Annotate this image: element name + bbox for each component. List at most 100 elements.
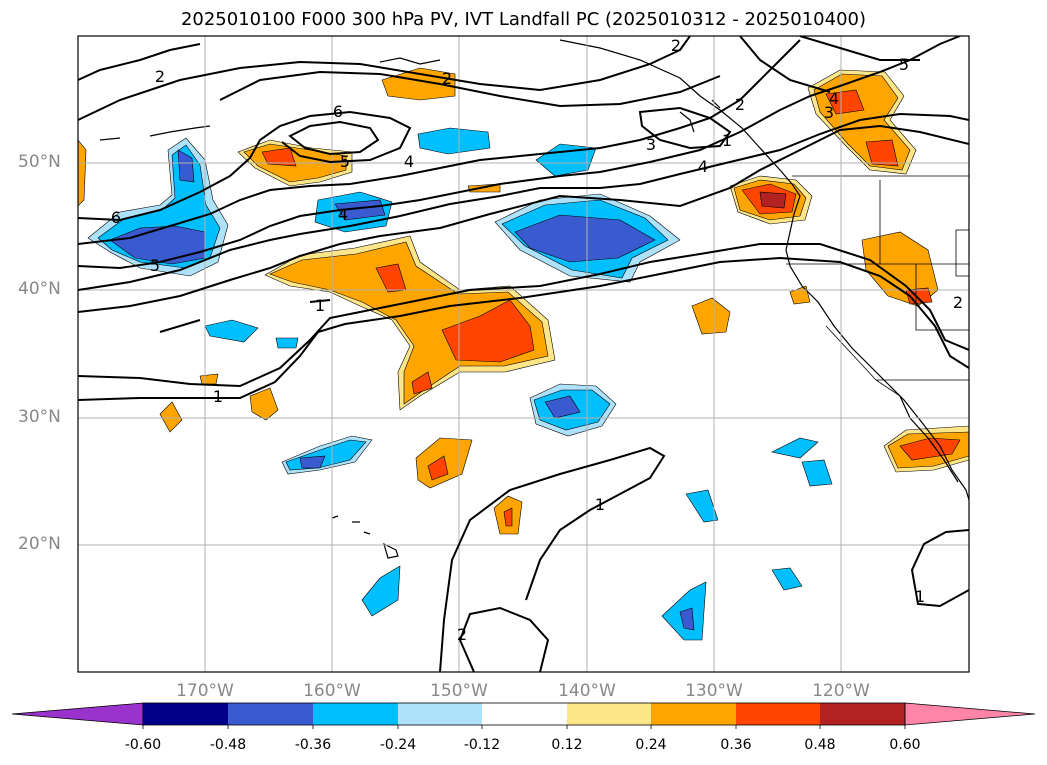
colorbar [11, 702, 1036, 729]
colorbar-bin [567, 703, 651, 725]
positive-anomaly-region [269, 241, 549, 405]
colorbar-tick-label: 0.48 [804, 737, 836, 753]
contour-label: 3 [646, 135, 656, 154]
contour-label: 4 [338, 205, 348, 224]
contour-label: 2 [155, 67, 165, 86]
positive-anomaly-region [759, 191, 787, 209]
contour-label: 4 [404, 152, 414, 171]
negative-anomaly-region [801, 459, 833, 487]
lon-label-170w: 170°W [176, 681, 234, 701]
pv-contour [910, 529, 969, 608]
lon-label-150w: 150°W [430, 681, 488, 701]
negative-anomaly-region [299, 455, 326, 469]
contour-label: 4 [829, 89, 839, 108]
pv-contour [78, 256, 969, 401]
lon-label-120w: 120°W [812, 681, 870, 701]
colorbar-frame [142, 702, 906, 726]
positive-anomaly-region [159, 401, 183, 433]
contour-label: 1 [315, 296, 325, 315]
positive-anomaly-region [789, 285, 811, 305]
colorbar-tick-label: -0.24 [379, 737, 417, 753]
positive-anomaly-region [825, 89, 865, 115]
pv-contour [78, 36, 961, 270]
negative-anomaly-region [679, 607, 695, 631]
positive-anomaly-region [427, 455, 449, 481]
pv-contour [78, 43, 201, 81]
negative-anomaly-region [177, 149, 195, 183]
contour-label: 2 [442, 69, 452, 88]
coastline-hawaii [331, 515, 399, 559]
coastlines [99, 39, 969, 559]
positive-anomaly-region [503, 507, 513, 527]
lat-label-50n: 50°N [18, 152, 61, 172]
contour-label: 3 [824, 103, 834, 122]
colorbar-tick-label: 0.36 [720, 737, 752, 753]
colorbar-extend-low [11, 702, 144, 726]
contour-label: 6 [333, 102, 343, 121]
positive-anomaly-region [199, 373, 219, 385]
negative-anomaly-region [514, 214, 656, 263]
contour-label: 2 [457, 625, 467, 644]
contour-label: 1 [595, 495, 605, 514]
gridlines [78, 36, 969, 672]
colorbar-tick-label: -0.36 [294, 737, 332, 753]
pv-contour [739, 36, 831, 93]
contour-label: 5 [899, 55, 909, 74]
positive-anomaly-region [411, 371, 433, 395]
pv-contours [78, 36, 969, 672]
contour-label: 4 [698, 157, 708, 176]
positive-anomaly-region [865, 139, 899, 167]
contour-label: 2 [671, 36, 681, 55]
contour-label: 2 [735, 95, 745, 114]
positive-anomaly-region [249, 387, 279, 421]
colorbar-bin [736, 703, 820, 725]
colorbar-tick-label: 0.12 [551, 737, 583, 753]
colorbar-extend-high [904, 702, 1036, 726]
colorbar-bin [482, 703, 567, 725]
lat-label-40n: 40°N [18, 279, 61, 299]
pv-contour [78, 39, 801, 245]
pv-shading [78, 67, 969, 641]
lon-label-130w: 130°W [685, 681, 743, 701]
contour-label: 1 [722, 131, 732, 150]
colorbar-tick-label: -0.12 [463, 737, 501, 753]
positive-anomaly-region [899, 437, 961, 461]
positive-anomaly-region [78, 139, 87, 207]
positive-anomaly-region [261, 147, 297, 167]
colorbar-bin [398, 703, 482, 725]
colorbar-tick-label: -0.48 [209, 737, 247, 753]
political-borders [786, 175, 969, 397]
pv-contour [219, 70, 721, 108]
pv-contour [78, 36, 691, 121]
negative-anomaly-region [334, 199, 386, 221]
coastline-baja [899, 395, 959, 483]
colorbar-tick-label: 0.24 [635, 737, 667, 753]
pv-contour [458, 606, 550, 672]
contour-label: 1 [213, 387, 223, 406]
lon-label-160w: 160°W [303, 681, 361, 701]
lat-label-30n: 30°N [18, 407, 61, 427]
chart-title: 2025010100 F000 300 hPa PV, IVT Landfall… [180, 9, 867, 30]
contour-label: 6 [111, 208, 121, 227]
negative-anomaly-region [204, 319, 259, 343]
positive-anomaly-region [691, 297, 731, 335]
coastline-north-america [559, 39, 969, 501]
pv-contour [78, 110, 412, 222]
colorbar-bin [313, 703, 398, 725]
pv-contour [799, 36, 920, 61]
colorbar-bin [228, 703, 313, 725]
lat-label-20n: 20°N [18, 534, 61, 554]
pv-contour [78, 112, 969, 291]
lon-label-140w: 140°W [558, 681, 616, 701]
colorbar-bin [651, 703, 736, 725]
contour-label: 5 [150, 256, 160, 275]
negative-anomaly-region [771, 567, 803, 591]
pv-contour [288, 120, 380, 156]
contour-labels: 1 1 1 1 1 2 2 2 2 2 2 3 3 4 4 4 4 5 5 5 … [111, 36, 963, 644]
negative-anomaly-region [544, 395, 581, 419]
coastline-queen-charlotte [679, 99, 721, 133]
pv-contour [78, 124, 969, 313]
contour-label: 2 [953, 293, 963, 312]
pv-contour [78, 243, 969, 388]
